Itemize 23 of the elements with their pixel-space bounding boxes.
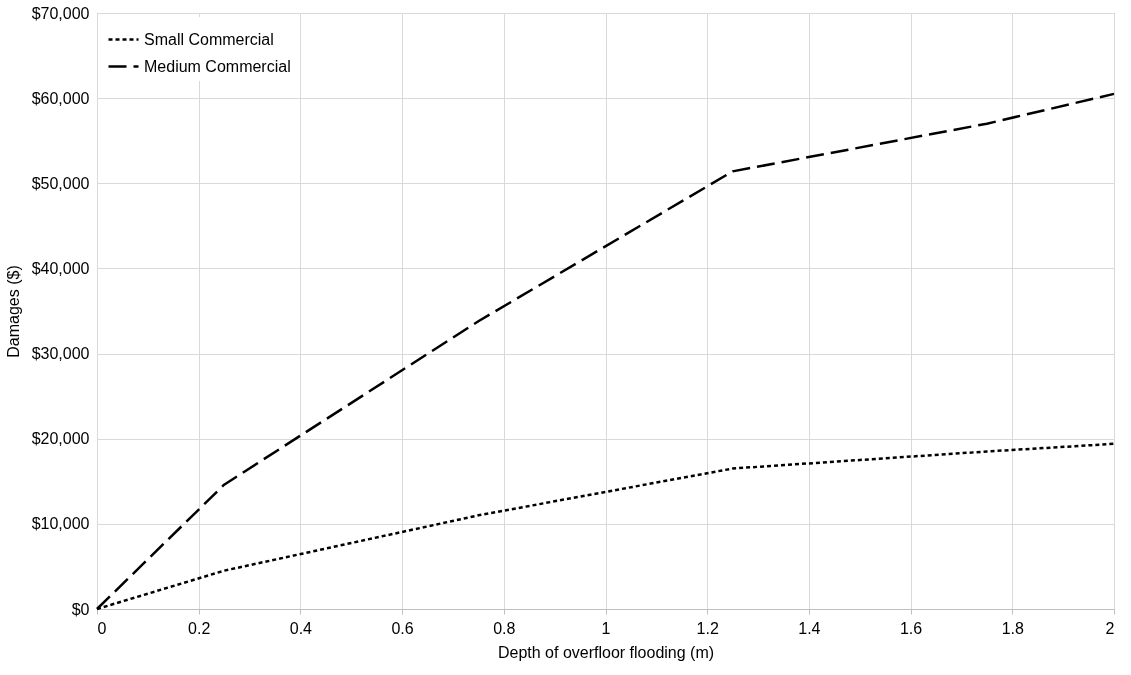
x-tick-label: 0.6	[391, 619, 414, 637]
x-tick-label: 0.4	[289, 619, 313, 637]
x-tick-label: 1.6	[899, 619, 923, 637]
x-axis-title: Depth of overfloor flooding (m)	[497, 643, 715, 661]
y-tick-label: $30,000	[31, 345, 90, 363]
x-tick-label: 1.8	[1001, 619, 1025, 637]
y-tick-label: $70,000	[31, 4, 90, 22]
y-tick-label: $40,000	[31, 259, 90, 277]
y-axis-title: Damages ($)	[4, 265, 22, 358]
y-tick-label: $50,000	[31, 174, 90, 192]
x-tick-label: 1	[601, 619, 611, 637]
y-tick-label: $60,000	[31, 89, 90, 107]
legend-label: Medium Commercial	[144, 57, 291, 75]
x-tick-label: 2	[1105, 619, 1115, 637]
y-tick-label: $20,000	[31, 430, 90, 448]
x-tick-label: 0.2	[188, 619, 211, 637]
x-tick-label: 1.2	[696, 619, 719, 637]
y-tick-label: $10,000	[31, 515, 90, 533]
x-tick-label: 0	[97, 619, 107, 637]
x-tick-label: 1.4	[798, 619, 821, 637]
x-tick-label: 0.8	[493, 619, 516, 637]
legend-label: Small Commercial	[144, 30, 274, 48]
y-tick-label: $0	[71, 600, 90, 618]
